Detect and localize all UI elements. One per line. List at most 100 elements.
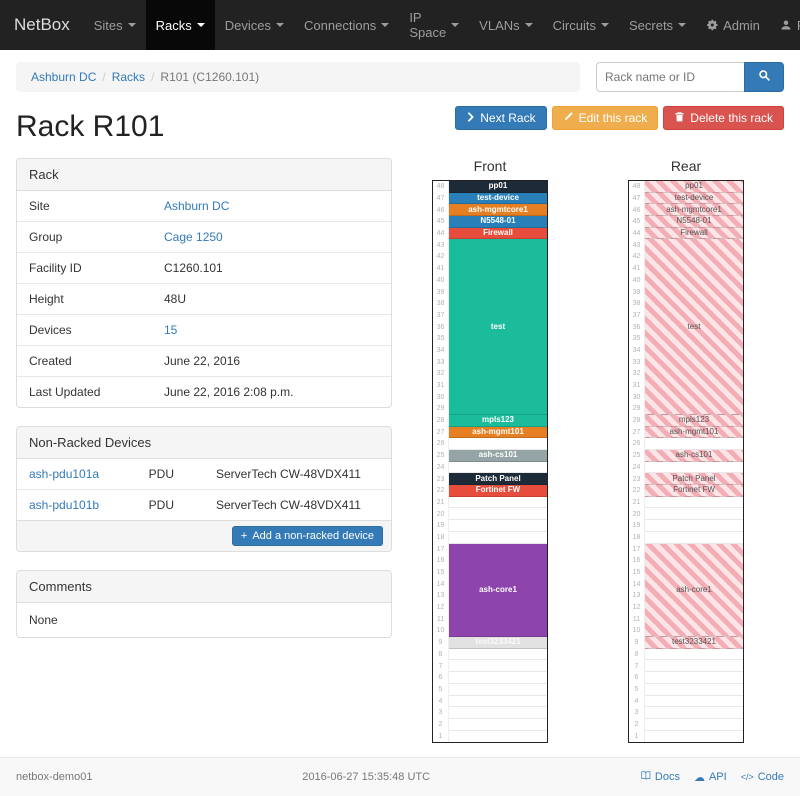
panel-title: Non-Racked Devices	[17, 427, 391, 459]
search-input[interactable]	[596, 62, 744, 92]
caret-down-icon	[381, 23, 390, 27]
nav-item-circuits[interactable]: Circuits	[543, 0, 619, 50]
docs-link[interactable]: Docs	[640, 770, 680, 784]
delete-rack-button[interactable]: Delete this rack	[663, 106, 784, 130]
cloud-icon: ☁	[693, 771, 705, 784]
unit-number: 5	[438, 685, 443, 693]
rack-device[interactable]: Patch Panel	[645, 473, 743, 486]
nav-item-label: Racks	[155, 17, 192, 33]
trash-icon	[674, 111, 685, 125]
nav-menu: Sites Racks Devices Connections IP Space VLAN…	[84, 0, 696, 50]
rack-empty-slot	[645, 660, 743, 673]
rack-device[interactable]: N5548-01	[449, 216, 547, 228]
rack-device[interactable]: ash-mgmt101	[449, 426, 547, 439]
table-row: ash-pdu101b PDU ServerTech CW-48VDX411	[17, 489, 391, 520]
nav-item-sites[interactable]: Sites	[84, 0, 146, 50]
rack-empty-slot	[449, 695, 547, 708]
table-row: Facility ID C1260.101	[17, 252, 391, 284]
plus-icon: +	[240, 530, 248, 542]
rack-info-panel: Rack Site Ashburn DC Group Cage 1250 Facilit…	[16, 158, 392, 408]
nav-item-vlans[interactable]: VLANs	[469, 0, 542, 50]
nav-item-profile[interactable]: Profile	[770, 0, 800, 50]
nav-item-label: VLANs	[479, 17, 520, 33]
rack-device[interactable]: test3233421	[645, 637, 743, 649]
rack-device[interactable]: test	[645, 239, 743, 415]
rack-device[interactable]: test3233421	[449, 637, 547, 649]
unit-number: 29	[632, 405, 641, 413]
page-header: Rack R101 Next Rack Edit this rack Delet…	[16, 100, 784, 152]
unit-number: 16	[436, 557, 445, 565]
rack-device[interactable]: pp01	[645, 181, 743, 193]
rack-device[interactable]: ash-cs101	[449, 450, 547, 462]
comments-panel: Comments None	[16, 570, 392, 638]
rack-device[interactable]: Firewall	[645, 227, 743, 240]
field-label: Site	[29, 199, 50, 213]
nav-item-racks[interactable]: Racks	[145, 0, 215, 50]
caret-down-icon	[127, 23, 136, 27]
rack-device[interactable]: pp01	[449, 181, 547, 193]
footer-links: Docs ☁ API </> Code	[640, 770, 784, 784]
rack-device[interactable]: mpls123	[645, 414, 743, 427]
api-link[interactable]: ☁ API	[694, 770, 727, 784]
rack-device[interactable]: ash-mgmt101	[645, 426, 743, 439]
search-button[interactable]	[744, 62, 784, 92]
app-logo[interactable]: NetBox	[14, 15, 70, 34]
unit-number: 46	[632, 206, 641, 214]
unit-number: 26	[632, 440, 641, 448]
rack-device[interactable]: ash-core1	[645, 543, 743, 638]
rack-device[interactable]: ash-cs101	[645, 450, 743, 462]
rack-device[interactable]: Fortinet FW	[449, 485, 547, 497]
next-rack-button[interactable]: Next Rack	[455, 106, 547, 130]
front-elevation-title: Front	[473, 158, 507, 174]
unit-number: 13	[632, 592, 641, 600]
unit-number: 16	[632, 557, 641, 565]
rack-device[interactable]: test	[449, 239, 547, 415]
field-label: Devices	[17, 314, 152, 346]
rack-device[interactable]: Firewall	[449, 227, 547, 240]
nav-item-devices[interactable]: Devices	[215, 0, 294, 50]
top-navbar: NetBox Sites Racks Devices Connections IP Sp…	[0, 0, 800, 50]
rack-device[interactable]: Fortinet FW	[645, 485, 743, 497]
table-row: Devices 15	[17, 314, 391, 346]
rack-device[interactable]: ash-mgmtcore1	[645, 204, 743, 217]
rack-unit-numbers: 48 47 46 45 44 43 42 41 40 39 38 37 36 35 34 33 32 31 30 29…	[433, 181, 448, 742]
field-label: Height	[17, 283, 152, 315]
rack-device[interactable]: test-device	[449, 192, 547, 205]
rack-empty-slot	[645, 707, 743, 719]
breadcrumb-link[interactable]: Racks	[111, 70, 146, 84]
rack-empty-slot	[449, 648, 547, 661]
unit-number: 2	[438, 720, 443, 728]
unit-number: 23	[436, 475, 445, 483]
field-value: 15	[152, 314, 391, 346]
rack-device[interactable]: ash-mgmtcore1	[449, 204, 547, 217]
field-value-link[interactable]: Cage 1250	[164, 230, 223, 244]
device-link[interactable]: ash-pdu101b	[29, 498, 100, 512]
docs-link-label: Docs	[654, 771, 680, 784]
nav-item-ip-space[interactable]: IP Space	[399, 0, 469, 50]
left-column: Rack Site Ashburn DC Group Cage 1250 Facilit…	[16, 158, 392, 743]
breadcrumb-separator: /	[151, 70, 155, 84]
add-nonracked-device-button[interactable]: + Add a non-racked device	[231, 526, 383, 546]
unit-number: 18	[436, 533, 445, 541]
rack-empty-slot	[449, 718, 547, 731]
rack-device[interactable]: ash-core1	[449, 543, 547, 638]
edit-rack-button[interactable]: Edit this rack	[551, 106, 659, 130]
unit-number: 14	[436, 580, 445, 588]
rack-attrs-body: Site Ashburn DC Group Cage 1250 Facility ID C…	[17, 191, 391, 407]
rack-device[interactable]: mpls123	[449, 414, 547, 427]
table-row: Site Ashburn DC	[17, 191, 391, 222]
rack-device[interactable]: Patch Panel	[449, 473, 547, 486]
rack-device[interactable]: N5548-01	[645, 216, 743, 228]
device-link[interactable]: ash-pdu101a	[29, 467, 100, 481]
nav-item-secrets[interactable]: Secrets	[619, 0, 696, 50]
rack-device[interactable]: test-device	[645, 192, 743, 205]
unit-number: 47	[632, 195, 641, 203]
breadcrumb-link[interactable]: Ashburn DC	[31, 70, 97, 84]
breadcrumb-row: Ashburn DC / Racks / R101 (C1260.101)	[16, 62, 784, 92]
code-link[interactable]: </> Code	[741, 770, 784, 784]
nav-item-connections[interactable]: Connections	[294, 0, 399, 50]
field-value-link[interactable]: Ashburn DC	[164, 199, 230, 213]
nav-item-admin[interactable]: Admin	[696, 0, 770, 50]
field-value-link[interactable]: 15	[164, 323, 178, 337]
rack-empty-slot	[449, 520, 547, 532]
